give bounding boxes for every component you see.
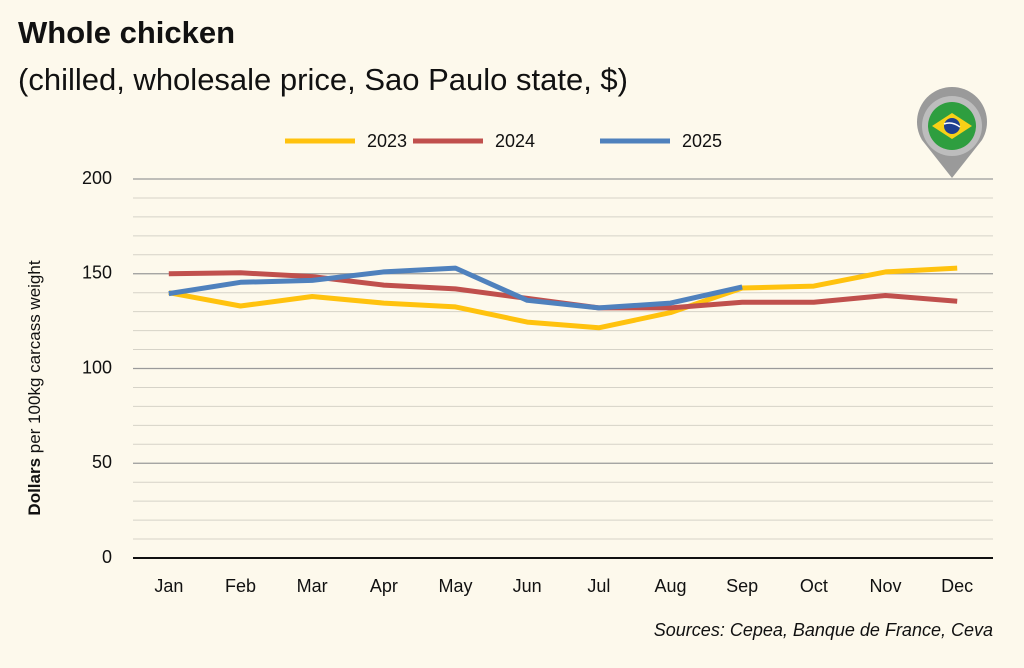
x-tick-label: Nov [869, 576, 901, 596]
y-tick-label: 200 [82, 168, 112, 188]
chart-subtitle: (chilled, wholesale price, Sao Paulo sta… [18, 62, 628, 97]
y-axis-label-bold: Dollars [25, 458, 44, 516]
y-tick-label: 0 [102, 547, 112, 567]
x-tick-label: Apr [370, 576, 398, 596]
x-tick-label: Mar [297, 576, 328, 596]
flag-pin [917, 86, 987, 178]
y-tick-label: 100 [82, 357, 112, 377]
x-tick-label: Jan [154, 576, 183, 596]
y-tick-label: 150 [82, 263, 112, 283]
y-axis-label-rest: per 100kg carcass weight [25, 260, 44, 453]
legend-label: 2025 [682, 131, 722, 151]
series-line [168, 265, 743, 311]
x-tick-label: Sep [726, 576, 758, 596]
x-tick-label: Jul [587, 576, 610, 596]
source: Sources: Cepea, Banque de France, Ceva [654, 620, 993, 640]
legend-label: 2023 [367, 131, 407, 151]
series-line [168, 265, 958, 331]
y-tick-label: 50 [92, 452, 112, 472]
y-axis-label: Dollars per 100kg carcass weight [25, 260, 44, 515]
legend-label: 2024 [495, 131, 535, 151]
x-tick-label: Aug [654, 576, 686, 596]
x-tick-label: Jun [513, 576, 542, 596]
x-tick-label: Oct [800, 576, 828, 596]
x-tick-label: Dec [941, 576, 973, 596]
x-tick-label: May [438, 576, 472, 596]
x-tick-label: Feb [225, 576, 256, 596]
chart-title: Whole chicken [18, 15, 235, 50]
